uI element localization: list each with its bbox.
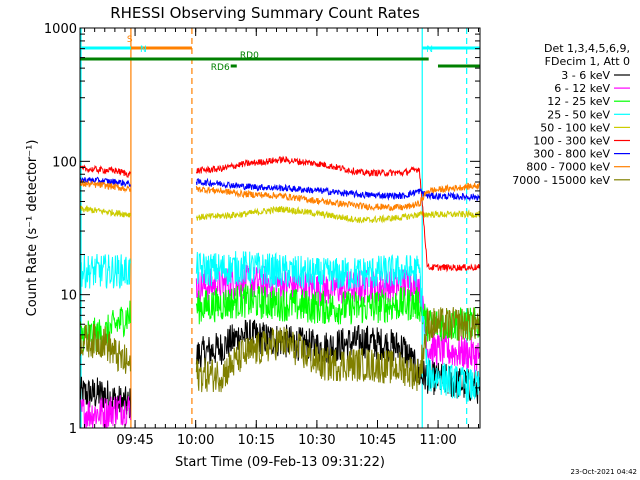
- series-line-0-segment-0: [80, 376, 131, 420]
- series-line-6-segment-0: [80, 176, 131, 188]
- legend-label-4: 50 - 100 keV: [540, 121, 610, 134]
- series-lines: [80, 155, 480, 428]
- y-tick-label-1: 10: [60, 289, 77, 304]
- series-line-4-segment-1: [195, 205, 480, 224]
- legend-label-3: 25 - 50 keV: [547, 108, 610, 121]
- legend-label-1: 6 - 12 keV: [554, 82, 610, 95]
- series-line-3-segment-0: [80, 253, 131, 289]
- plot-frame: [79, 27, 481, 429]
- legend-header-1: FDecim 1, Att 0: [545, 55, 630, 68]
- series-line-4-segment-0: [80, 204, 131, 218]
- series-line-7-segment-1: [195, 182, 480, 212]
- series-line-2-segment-0: [80, 300, 131, 352]
- series-line-6-segment-1: [195, 177, 480, 202]
- axes: 09:45 10:00 10:15 10:30 10:45 11:00 1 10 100 1000: [44, 22, 480, 448]
- y-tick-label-0: 1: [69, 422, 77, 437]
- flag-label-1: N: [140, 45, 147, 55]
- legend-label-8: 7000 - 15000 keV: [512, 174, 610, 187]
- series-line-8-segment-1: [195, 307, 480, 393]
- series-line-1-segment-1: [195, 264, 480, 372]
- series-line-8-segment-0: [80, 324, 131, 374]
- y-axis-label: Count Rate (s⁻¹ detector⁻¹): [25, 140, 40, 317]
- legend-header-0: Det 1,3,4,5,6,9,: [544, 42, 630, 55]
- legend-label-7: 800 - 7000 keV: [526, 161, 610, 174]
- flag-label-0: S: [127, 35, 133, 45]
- series-line-7-segment-0: [80, 179, 131, 193]
- x-tick-label-0: 09:45: [116, 433, 153, 448]
- x-axis-label: Start Time (09-Feb-13 09:31:22): [175, 455, 385, 470]
- flag-label-3: RD0: [240, 51, 259, 61]
- series-line-5-segment-1: [195, 155, 480, 273]
- x-tick-label-3: 10:30: [298, 433, 335, 448]
- x-tick-label-2: 10:15: [238, 433, 275, 448]
- x-tick-label-4: 10:45: [359, 433, 396, 448]
- x-tick-label-5: 11:00: [419, 433, 456, 448]
- legend-label-0: 3 - 6 keV: [561, 69, 610, 82]
- series-line-5-segment-0: [80, 164, 131, 178]
- flag-label-2: N: [426, 45, 433, 55]
- legend: Det 1,3,4,5,6,9,FDecim 1, Att 03 - 6 keV…: [512, 42, 630, 187]
- legend-label-5: 100 - 300 keV: [533, 135, 610, 148]
- legend-label-2: 12 - 25 keV: [547, 95, 610, 108]
- flag-label-4: RD6: [211, 63, 230, 73]
- x-tick-label-1: 10:00: [177, 433, 214, 448]
- chart-title: RHESSI Observing Summary Count Rates: [110, 4, 420, 22]
- series-line-3-segment-1: [195, 251, 480, 402]
- series-line-0-segment-1: [195, 319, 480, 404]
- legend-label-6: 300 - 800 keV: [533, 148, 610, 161]
- timestamp: 23-Oct-2021 04:42: [571, 468, 637, 476]
- y-tick-label-3: 1000: [44, 22, 77, 37]
- y-tick-label-2: 100: [52, 155, 77, 170]
